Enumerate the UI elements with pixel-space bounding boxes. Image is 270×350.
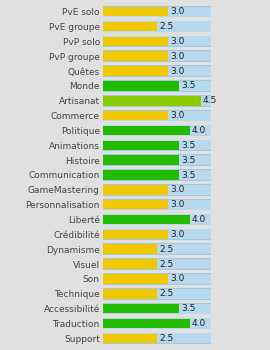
Bar <box>103 274 168 284</box>
Bar <box>103 244 211 255</box>
Bar <box>103 155 179 165</box>
Bar <box>103 318 211 329</box>
Text: 4.5: 4.5 <box>203 96 217 105</box>
Bar <box>103 81 211 91</box>
Text: 2.5: 2.5 <box>159 334 173 343</box>
Bar <box>103 289 211 299</box>
Bar <box>103 185 168 195</box>
Bar <box>103 184 211 196</box>
Bar <box>103 245 157 254</box>
Bar <box>103 141 179 150</box>
Bar <box>103 66 168 76</box>
Bar <box>103 259 211 269</box>
Text: 3.0: 3.0 <box>170 66 184 76</box>
Text: 3.0: 3.0 <box>170 230 184 239</box>
Bar <box>103 273 211 285</box>
Text: 3.0: 3.0 <box>170 37 184 46</box>
Bar <box>103 319 190 328</box>
Bar <box>103 199 211 210</box>
Bar <box>103 51 168 61</box>
Bar <box>103 229 211 240</box>
Bar <box>103 154 211 166</box>
Bar <box>103 199 211 210</box>
Text: 3.0: 3.0 <box>170 7 184 16</box>
Bar <box>103 170 179 180</box>
Bar <box>103 50 211 62</box>
Bar <box>103 304 179 313</box>
Bar <box>103 36 211 47</box>
Bar <box>103 215 211 225</box>
Bar <box>103 289 157 299</box>
Bar <box>103 37 168 46</box>
Bar <box>103 185 211 195</box>
Bar <box>103 51 211 61</box>
Bar <box>103 140 211 151</box>
Bar <box>103 169 211 181</box>
Bar <box>103 333 211 343</box>
Bar <box>103 303 211 314</box>
Bar <box>103 274 211 284</box>
Bar <box>103 21 211 32</box>
Bar <box>103 170 211 180</box>
Bar <box>103 7 168 16</box>
Bar <box>103 96 201 105</box>
Text: 3.0: 3.0 <box>170 186 184 194</box>
Bar <box>103 230 168 239</box>
Bar <box>103 125 211 136</box>
Bar <box>103 258 211 270</box>
Bar <box>103 36 211 47</box>
Bar <box>103 66 211 76</box>
Text: 3.5: 3.5 <box>181 156 195 164</box>
Bar <box>103 288 211 300</box>
Bar <box>103 96 211 106</box>
Bar <box>103 110 211 121</box>
Text: 3.5: 3.5 <box>181 82 195 90</box>
Bar <box>103 259 157 269</box>
Bar <box>103 126 190 135</box>
Bar <box>103 111 168 120</box>
Bar <box>103 95 211 106</box>
Bar <box>103 303 211 314</box>
Bar <box>103 111 211 121</box>
Bar <box>103 215 190 224</box>
Bar <box>103 332 211 344</box>
Bar <box>103 81 179 91</box>
Bar <box>103 318 211 329</box>
Bar <box>103 244 211 254</box>
Text: 4.0: 4.0 <box>192 215 206 224</box>
Bar <box>103 21 211 31</box>
Bar <box>103 334 157 343</box>
Text: 2.5: 2.5 <box>159 22 173 31</box>
Text: 3.0: 3.0 <box>170 274 184 284</box>
Bar <box>103 200 168 209</box>
Bar <box>103 65 211 77</box>
Text: 2.5: 2.5 <box>159 245 173 254</box>
Text: 3.0: 3.0 <box>170 200 184 209</box>
Bar <box>103 155 211 165</box>
Text: 3.5: 3.5 <box>181 170 195 180</box>
Bar <box>103 125 211 135</box>
Bar <box>103 214 211 225</box>
Text: 3.5: 3.5 <box>181 304 195 313</box>
Bar <box>103 229 211 239</box>
Text: 3.0: 3.0 <box>170 111 184 120</box>
Text: 4.0: 4.0 <box>192 126 206 135</box>
Bar <box>103 22 157 31</box>
Text: 2.5: 2.5 <box>159 289 173 298</box>
Bar <box>103 7 211 17</box>
Bar <box>103 6 211 18</box>
Text: 3.0: 3.0 <box>170 52 184 61</box>
Bar <box>103 80 211 92</box>
Text: 2.5: 2.5 <box>159 260 173 268</box>
Text: 4.0: 4.0 <box>192 319 206 328</box>
Bar <box>103 140 211 150</box>
Text: 3.5: 3.5 <box>181 141 195 150</box>
